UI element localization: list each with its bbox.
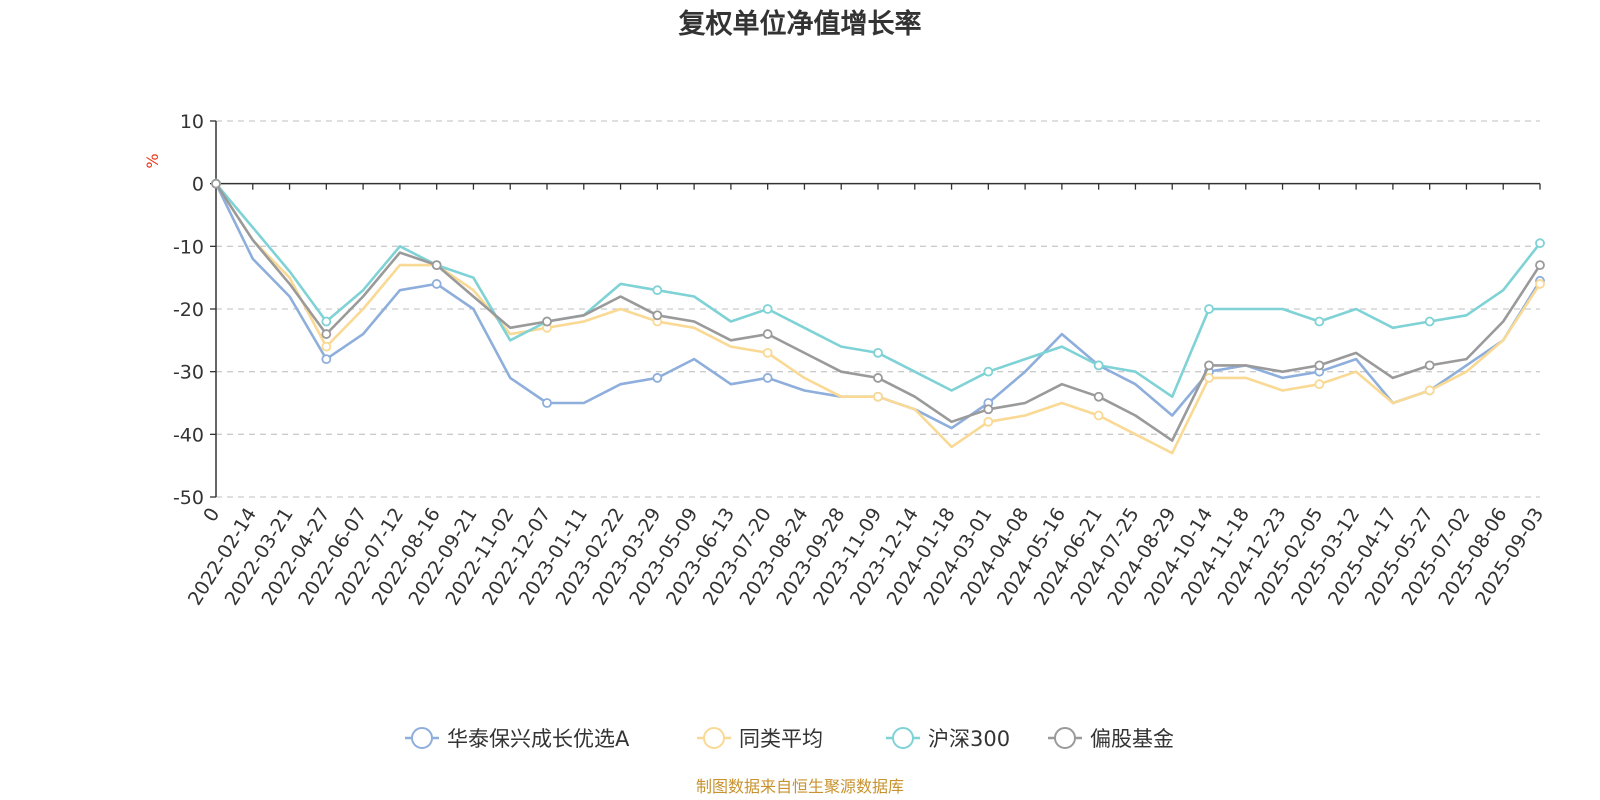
data-point — [1204, 360, 1214, 371]
data-point — [542, 398, 552, 408]
legend-label: 华泰保兴成长优选A — [447, 727, 630, 751]
legend-item-3: 偏股基金 — [1048, 727, 1174, 751]
series-1 — [211, 178, 1545, 455]
legend-label: 偏股基金 — [1090, 727, 1174, 751]
data-point — [321, 329, 332, 339]
data-point — [1424, 360, 1435, 371]
data-point — [1093, 391, 1104, 402]
data-point — [321, 341, 332, 352]
data-point — [873, 373, 883, 383]
x-tick-label: 0 — [199, 504, 224, 526]
legend-item-2: 沪深300 — [886, 727, 1010, 751]
series-3 — [211, 178, 1545, 442]
data-point — [652, 373, 663, 383]
data-point — [983, 404, 994, 415]
data-point — [211, 178, 221, 189]
legend-item-1: 同类平均 — [697, 727, 823, 751]
data-point — [983, 416, 994, 427]
legend-swatch-circle — [1054, 727, 1076, 749]
series-line — [214, 182, 1542, 455]
grid-lines — [216, 120, 1540, 498]
data-point — [431, 260, 442, 271]
data-point — [762, 347, 773, 358]
data-point — [542, 316, 552, 327]
data-point — [431, 279, 442, 289]
legend-item-0: 华泰保兴成长优选A — [405, 727, 630, 751]
data-point — [1204, 373, 1214, 383]
data-point — [762, 329, 773, 339]
legend-swatch-circle — [703, 727, 725, 749]
data-point — [1424, 385, 1435, 396]
source-note: 制图数据来自恒生聚源数据库 — [696, 777, 904, 796]
data-point — [1424, 316, 1435, 327]
data-point — [652, 310, 663, 321]
series-line — [214, 183, 1542, 430]
data-point — [1093, 410, 1104, 421]
data-point — [321, 316, 332, 327]
data-point — [1314, 379, 1325, 390]
y-axis-label: % — [143, 153, 162, 168]
y-tick-label: 0 — [192, 174, 204, 196]
series-line — [214, 182, 1542, 442]
data-point — [762, 373, 773, 383]
data-point — [873, 391, 883, 402]
y-tick-label: -10 — [173, 236, 204, 258]
data-point — [1535, 279, 1545, 289]
y-axis: 10 0 -10 -20 -30 -40 -50 — [173, 111, 217, 509]
y-tick-label: -40 — [173, 424, 204, 446]
y-tick-label: -50 — [173, 487, 204, 509]
data-point — [321, 354, 332, 365]
legend-label: 同类平均 — [739, 727, 823, 751]
data-point — [1535, 238, 1545, 249]
legend: 华泰保兴成长优选A 同类平均 沪深300 偏股基金 — [405, 727, 1174, 751]
y-tick-label: -30 — [173, 362, 204, 384]
data-point — [1314, 316, 1325, 327]
chart-title: 复权单位净值增长率 — [679, 8, 922, 40]
data-point — [652, 285, 663, 296]
legend-swatch-circle — [892, 727, 914, 749]
data-point — [873, 347, 883, 358]
data-point — [762, 304, 773, 314]
legend-label: 沪深300 — [928, 727, 1010, 751]
data-point — [983, 366, 994, 377]
data-point — [1204, 304, 1214, 314]
y-tick-label: 10 — [180, 111, 204, 133]
data-point — [1535, 260, 1545, 271]
series-0 — [211, 178, 1545, 430]
legend-swatch-circle — [411, 727, 433, 749]
series-lines — [211, 178, 1545, 455]
y-tick-label: -20 — [173, 299, 204, 321]
data-point — [1093, 360, 1104, 371]
data-point — [1314, 360, 1325, 371]
